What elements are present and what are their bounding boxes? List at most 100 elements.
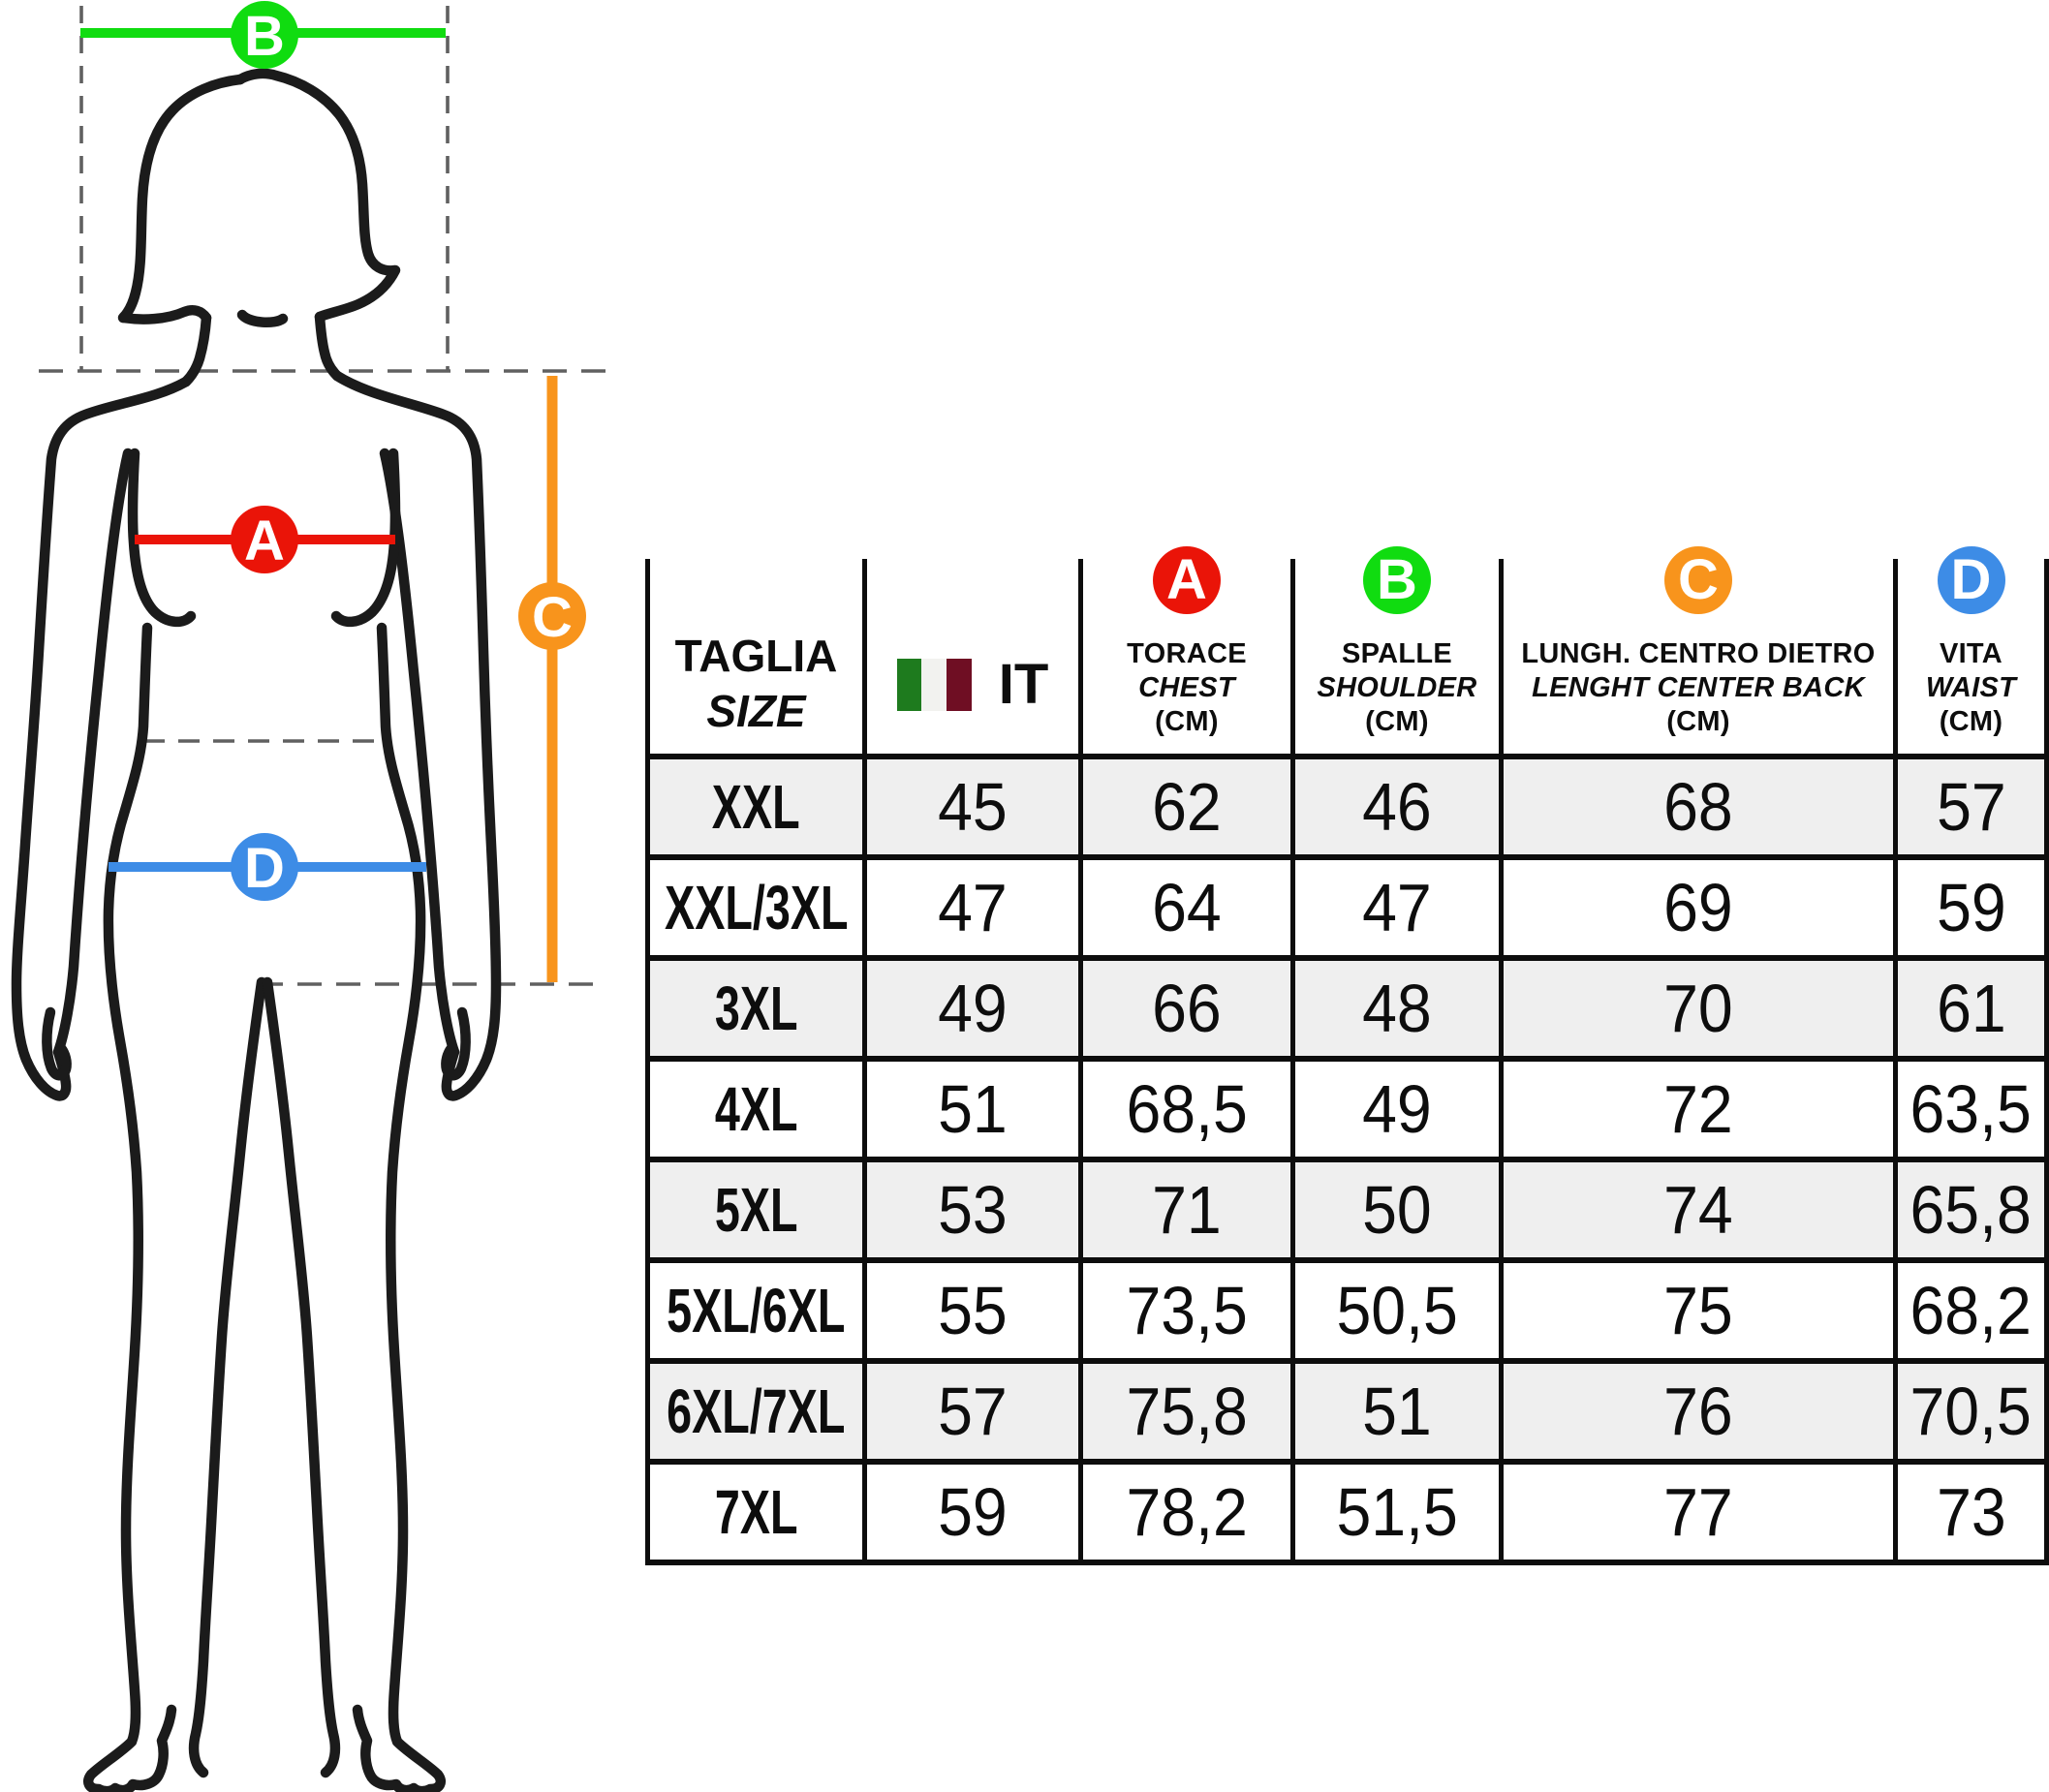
chest-label-en: CHEST xyxy=(1138,671,1235,703)
value-cell: 49 xyxy=(1295,1056,1504,1157)
figure-torso-leg-left xyxy=(83,622,177,1792)
measurement-value: 55 xyxy=(938,1273,1008,1348)
size-label: XXL/3XL xyxy=(664,873,849,942)
waist-label-it: VITA xyxy=(1939,638,2003,669)
figure-neck-right xyxy=(314,311,343,382)
marker-d-letter: D xyxy=(244,837,285,900)
size-cell: 5XL xyxy=(650,1157,867,1257)
badge-b-letter: B xyxy=(1377,548,1417,611)
value-cell: 46 xyxy=(1295,754,1504,854)
badge-a-letter: A xyxy=(1166,548,1207,611)
figure-hair-right xyxy=(234,68,401,323)
header-chest-column: A TORACE CHEST (CM) xyxy=(1083,546,1295,754)
measurement-value: 64 xyxy=(1152,870,1222,945)
marker-c-letter: C xyxy=(532,586,573,649)
value-cell: 63,5 xyxy=(1898,1056,2044,1157)
value-cell: 68 xyxy=(1504,754,1898,854)
waist-unit: (CM) xyxy=(1939,705,2003,737)
size-label: 7XL xyxy=(714,1477,798,1547)
value-cell: 57 xyxy=(867,1358,1083,1459)
value-cell: 75,8 xyxy=(1083,1358,1295,1459)
marker-c-circle xyxy=(518,582,586,650)
measurement-value: 73 xyxy=(1936,1474,2006,1550)
back-length-label-it: LUNGH. CENTRO DIETRO xyxy=(1521,638,1876,669)
measurement-value: 61 xyxy=(1936,971,2006,1046)
marker-b-letter: B xyxy=(244,5,285,68)
measurement-value: 70,5 xyxy=(1909,1374,2033,1449)
size-table: TAGLIA SIZE IT A TORACE CHEST (CM) B SPA… xyxy=(645,546,2049,1565)
marker-d-badge: D xyxy=(1937,546,2005,614)
figure-arm-right xyxy=(331,370,502,1101)
header-waist-column: D VITA WAIST (CM) xyxy=(1898,546,2044,754)
measurement-value: 49 xyxy=(938,971,1008,1046)
figure-finger-curl-right xyxy=(441,1006,471,1081)
size-label: XXL xyxy=(712,772,800,842)
size-cell: 3XL xyxy=(650,955,867,1056)
measurement-value: 47 xyxy=(1362,870,1432,945)
size-label: 3XL xyxy=(714,973,798,1043)
value-cell: 47 xyxy=(867,854,1083,955)
back-length-unit: (CM) xyxy=(1666,705,1730,737)
figure-hair-left xyxy=(117,74,246,324)
badge-d-letter: D xyxy=(1950,548,1992,611)
value-cell: 59 xyxy=(867,1459,1083,1560)
size-cell: 6XL/7XL xyxy=(650,1358,867,1459)
value-cell: 66 xyxy=(1083,955,1295,1056)
shoulder-label-en: SHOULDER xyxy=(1317,671,1477,703)
measurement-value: 62 xyxy=(1152,769,1222,845)
value-cell: 53 xyxy=(867,1157,1083,1257)
value-cell: 49 xyxy=(867,955,1083,1056)
figure-chest-right xyxy=(330,448,401,628)
value-cell: 45 xyxy=(867,754,1083,854)
value-cell: 50 xyxy=(1295,1157,1504,1257)
measurement-value: 57 xyxy=(938,1374,1008,1449)
measurement-value: 75 xyxy=(1663,1273,1733,1348)
value-cell: 74 xyxy=(1504,1157,1898,1257)
value-cell: 70 xyxy=(1504,955,1898,1056)
value-cell: 59 xyxy=(1898,854,2044,955)
flag-white-band xyxy=(921,658,947,711)
marker-a-badge: A xyxy=(1153,546,1221,614)
size-cell: 4XL xyxy=(650,1056,867,1157)
shoulder-label-it: SPALLE xyxy=(1341,638,1453,669)
italy-flag-icon xyxy=(896,658,972,711)
measurement-value: 72 xyxy=(1663,1071,1733,1147)
size-cell: XXL xyxy=(650,754,867,854)
country-code-label: IT xyxy=(998,652,1049,716)
size-cell: 7XL xyxy=(650,1459,867,1560)
size-label: 4XL xyxy=(714,1074,798,1144)
measurement-value: 69 xyxy=(1663,870,1733,945)
size-col-label-en: SIZE xyxy=(706,685,806,736)
value-cell: 51 xyxy=(1295,1358,1504,1459)
measurement-value: 59 xyxy=(938,1474,1008,1550)
measurement-value: 50 xyxy=(1362,1172,1432,1248)
measurement-value: 59 xyxy=(1936,870,2006,945)
value-cell: 76 xyxy=(1504,1358,1898,1459)
badge-c-letter: C xyxy=(1678,548,1719,611)
value-cell: 70,5 xyxy=(1898,1358,2044,1459)
size-col-label-it: TAGLIA xyxy=(674,631,838,682)
figure-chest-left xyxy=(127,448,197,628)
chest-unit: (CM) xyxy=(1155,705,1219,737)
value-cell: 62 xyxy=(1083,754,1295,854)
measurement-value: 51 xyxy=(938,1071,1008,1147)
waist-label-en: WAIST xyxy=(1925,671,2017,703)
size-label: 5XL xyxy=(714,1175,798,1245)
header-country-column: IT xyxy=(867,559,1083,754)
measurement-value: 75,8 xyxy=(1126,1374,1248,1449)
value-cell: 73,5 xyxy=(1083,1257,1295,1358)
size-cell: 5XL/6XL xyxy=(650,1257,867,1358)
size-label: 5XL/6XL xyxy=(667,1276,846,1345)
value-cell: 71 xyxy=(1083,1157,1295,1257)
measurement-value: 47 xyxy=(938,870,1008,945)
figure-inner-leg-left xyxy=(188,976,267,1778)
flag-green-band xyxy=(896,658,922,711)
marker-a-letter: A xyxy=(244,510,285,572)
chest-label-it: TORACE xyxy=(1127,638,1247,669)
value-cell: 78,2 xyxy=(1083,1459,1295,1560)
measurement-value: 53 xyxy=(938,1172,1008,1248)
value-cell: 55 xyxy=(867,1257,1083,1358)
measurement-value: 68,5 xyxy=(1126,1071,1248,1147)
size-cell: XXL/3XL xyxy=(650,854,867,955)
shoulder-unit: (CM) xyxy=(1365,705,1429,737)
